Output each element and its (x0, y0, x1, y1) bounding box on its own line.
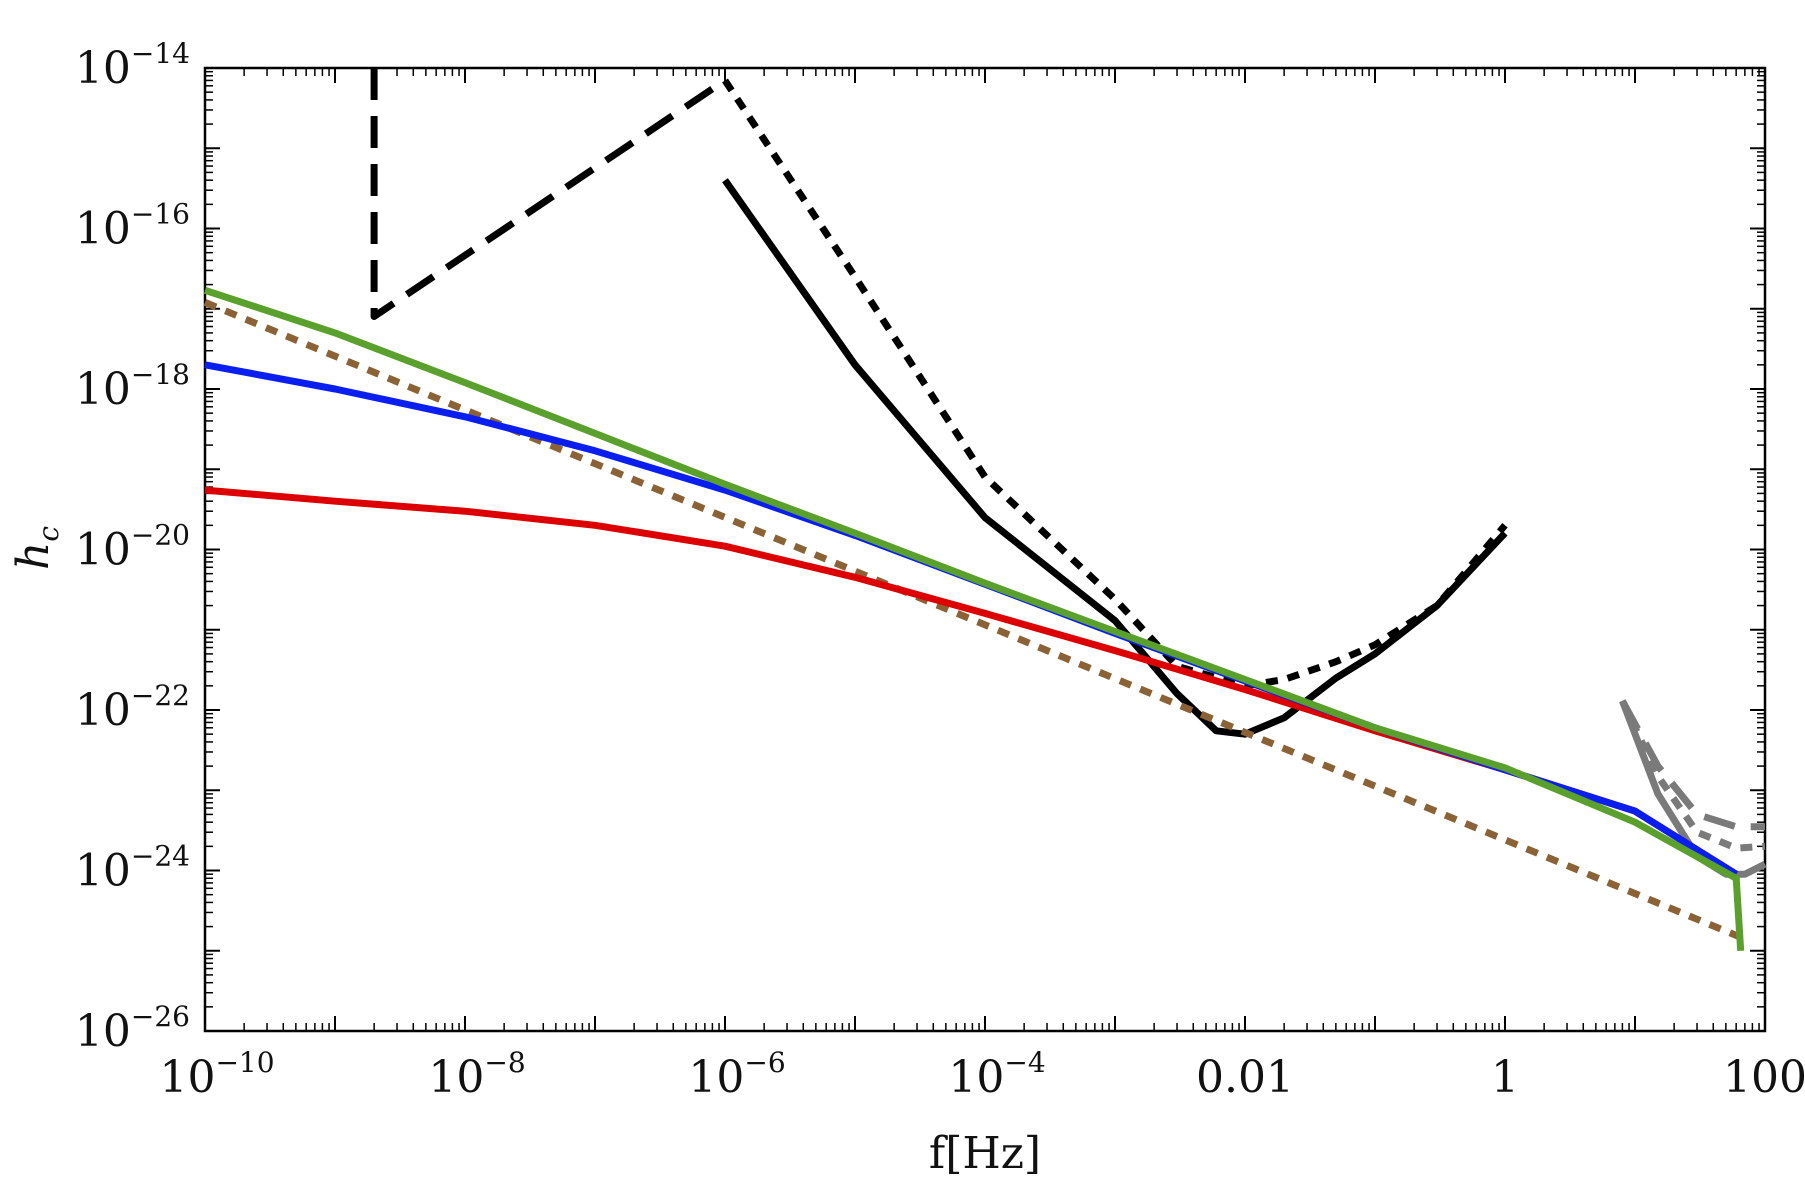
y-tick-label: 10−16 (75, 198, 190, 255)
x-tick-label: 0.01 (1196, 1052, 1294, 1103)
major-ticks (204, 67, 1766, 1032)
y-tick-label: 10−22 (75, 679, 190, 736)
series-red (204, 486, 1739, 878)
y-tick-label: 10−24 (75, 840, 190, 897)
y-tick-label-exponent: −22 (131, 679, 190, 712)
x-tick-label-exponent: −8 (484, 1046, 525, 1079)
x-tick-label-base: 1 (1491, 1052, 1519, 1103)
x-tick-label: 10−4 (948, 1046, 1045, 1103)
y-axis-title-subscript: c (32, 526, 65, 542)
series-pta-sensitivity (370, 68, 727, 320)
x-tick-label-exponent: −6 (744, 1046, 785, 1079)
x-axis-title: f[Hz] (929, 1128, 1041, 1179)
y-tick-label: 10−18 (75, 358, 190, 415)
y-tick-label-base: 10 (75, 846, 131, 897)
y-tick-label-exponent: −16 (131, 198, 190, 231)
series-detector-sensitivity-dotted (722, 78, 1508, 690)
y-tick-label-base: 10 (75, 1006, 131, 1057)
x-tick-label-exponent: −4 (1004, 1046, 1045, 1079)
x-tick-label-base: 10 (688, 1052, 744, 1103)
y-tick-label: 10−26 (75, 1000, 190, 1057)
y-tick-label-exponent: −20 (131, 519, 190, 552)
series-ground-detector-dotted (1619, 699, 1766, 852)
y-tick-label-base: 10 (75, 204, 131, 255)
x-tick-label-exponent: −10 (215, 1046, 274, 1079)
x-tick-label-base: 10 (948, 1052, 1004, 1103)
x-tick-label: 10−6 (688, 1046, 785, 1103)
x-tick-label: 1 (1491, 1052, 1519, 1103)
y-tick-label-exponent: −26 (131, 1000, 190, 1033)
x-tick-label-base: 10 (428, 1052, 484, 1103)
series-green (203, 286, 1745, 952)
y-tick-label: 10−14 (75, 37, 190, 94)
series-brown-dotted (203, 299, 1747, 943)
x-tick-label: 10−10 (159, 1046, 274, 1103)
x-tick-label-base: 0.01 (1196, 1052, 1294, 1103)
series-detector-sensitivity-solid (722, 178, 1508, 738)
series-blue (204, 361, 1739, 878)
y-tick-label-exponent: −24 (131, 840, 190, 873)
x-tick-label: 100 (1723, 1052, 1805, 1103)
minor-ticks (205, 68, 1765, 1031)
y-axis-title: hc (8, 526, 65, 570)
y-tick-label-base: 10 (75, 685, 131, 736)
y-tick-label-base: 10 (75, 525, 131, 576)
y-axis-title-main: h (8, 542, 59, 570)
x-tick-label: 10−8 (428, 1046, 525, 1103)
y-tick-label-base: 10 (75, 364, 131, 415)
y-tick-label: 10−20 (75, 519, 190, 576)
x-tick-labels: 10−10 10−8 10−6 10−4 0.01 1 100 (159, 1046, 1805, 1103)
y-tick-label-exponent: −18 (131, 358, 190, 391)
x-tick-label-base: 100 (1723, 1052, 1805, 1103)
y-tick-label-exponent: −14 (131, 37, 190, 70)
y-tick-label-base: 10 (75, 43, 131, 94)
plot-frame (203, 66, 1767, 1033)
x-tick-label-base: 10 (159, 1052, 215, 1103)
series-layer (203, 68, 1767, 952)
